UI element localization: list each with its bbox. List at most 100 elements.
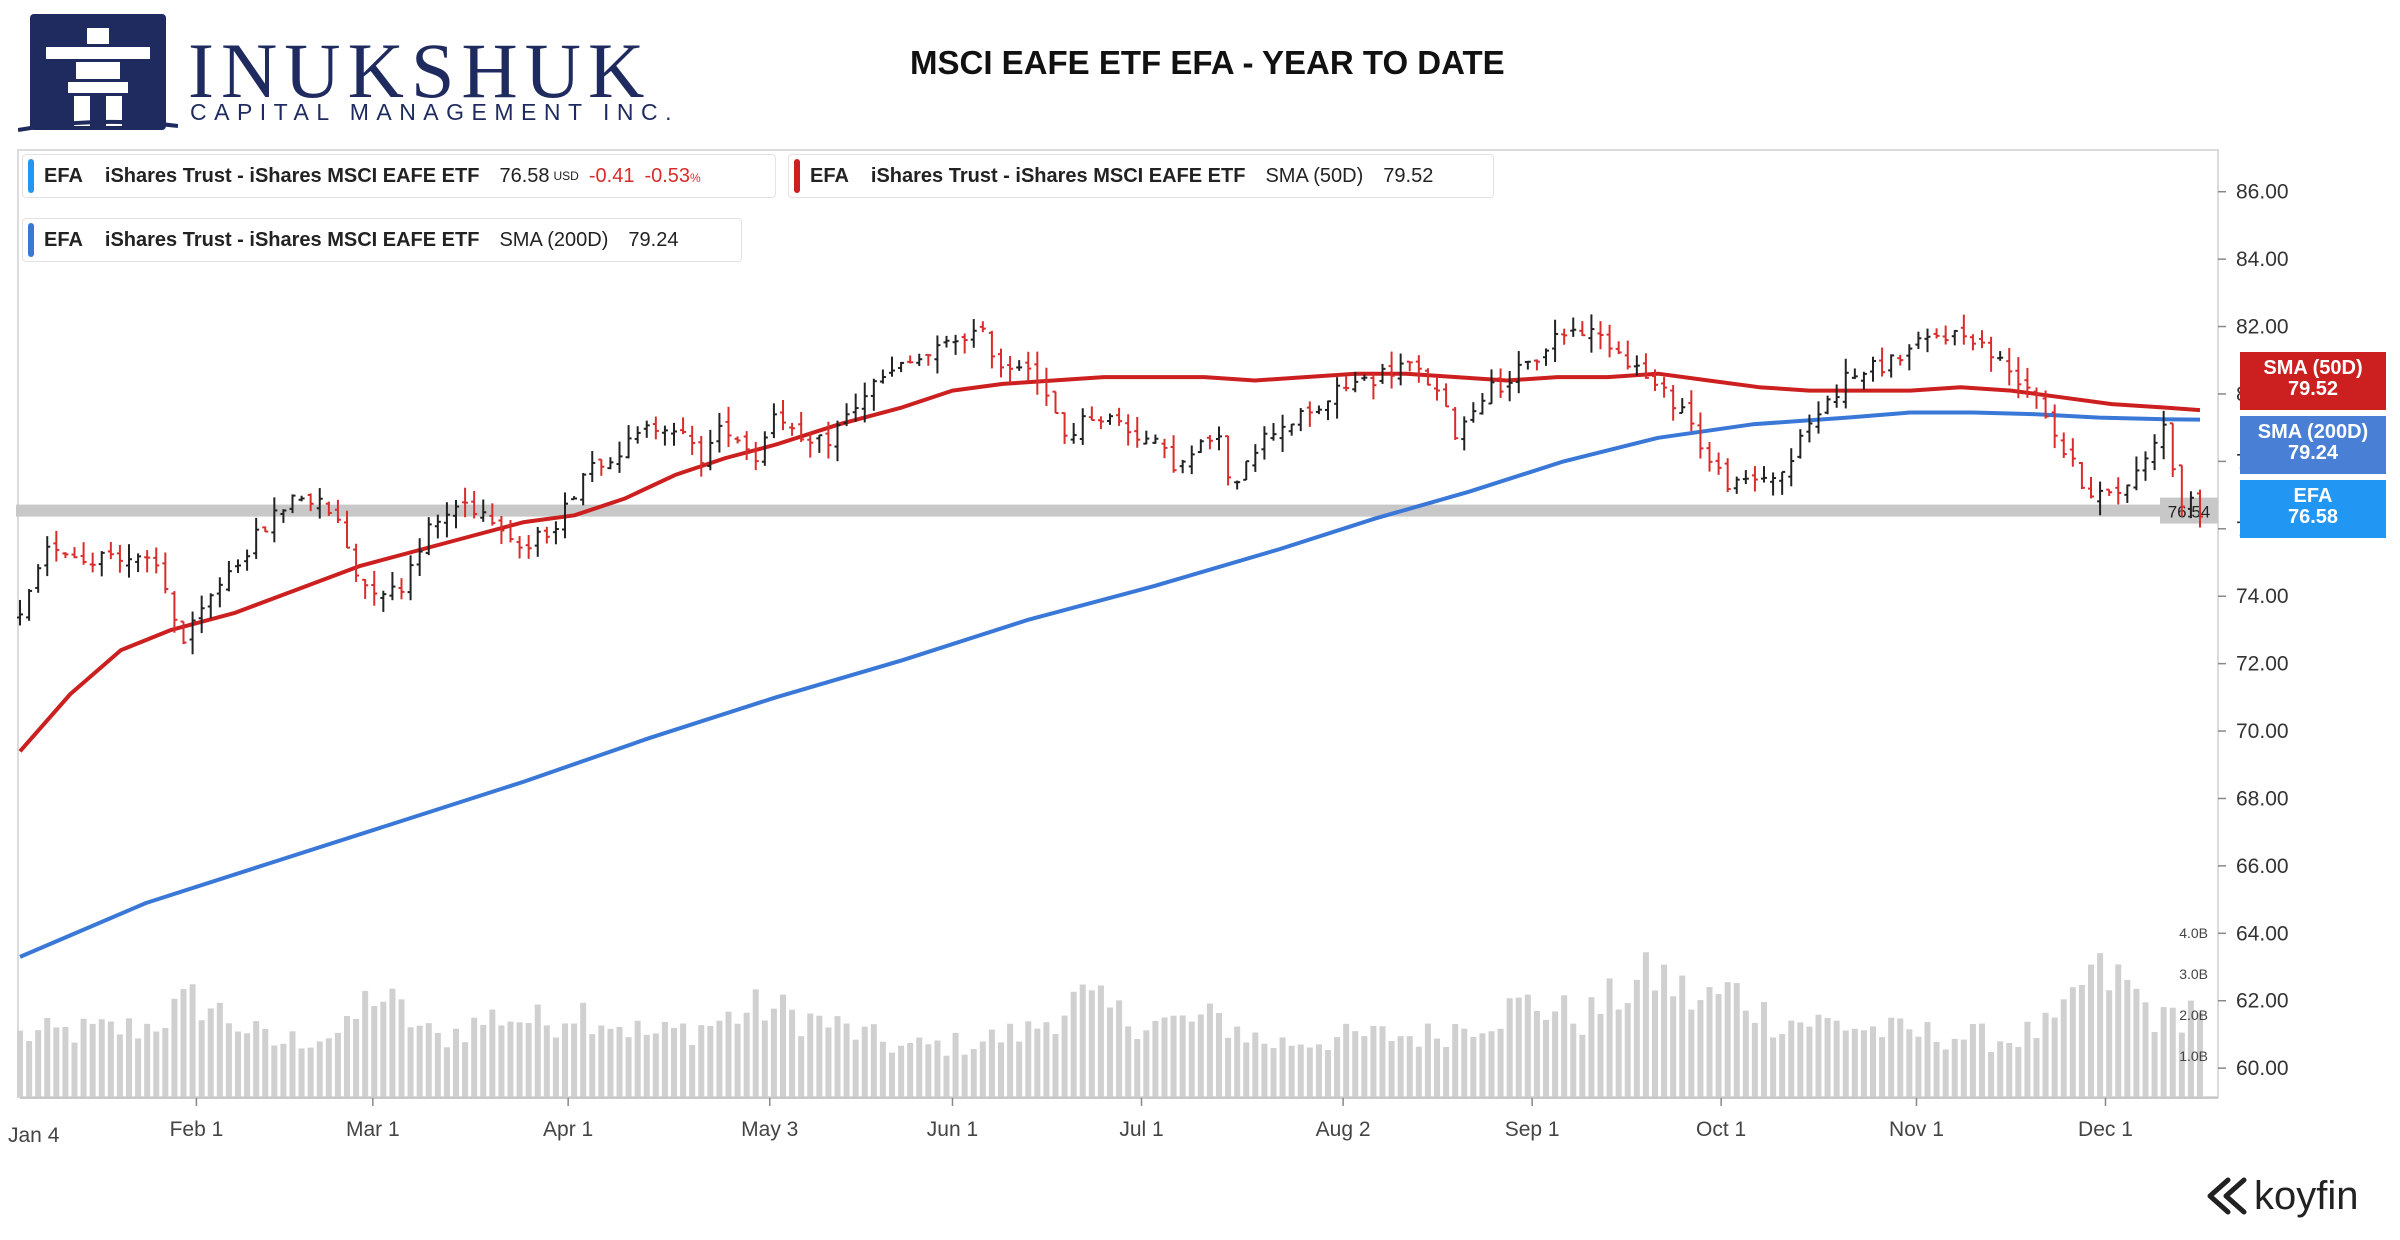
volume-bar	[1688, 1009, 1695, 1097]
reference-band	[16, 504, 2204, 517]
volume-bar	[1979, 1023, 1985, 1097]
volume-bar	[970, 1049, 977, 1097]
sma-line-path	[18, 371, 2201, 753]
volume-bar	[1815, 1014, 1822, 1097]
volume-axis: 1.0B 2.0B 3.0B 4.0B	[2179, 925, 2208, 1064]
volume-bar	[2133, 988, 2140, 1097]
volume-bar	[1597, 1013, 1604, 1097]
legend-indicator: SMA (200D)	[499, 228, 609, 251]
legend-unit: USD	[553, 169, 579, 183]
volume-bar	[2006, 1042, 2013, 1097]
volume-bar	[1761, 1002, 1767, 1097]
volume-bar	[235, 1031, 241, 1097]
volume-bar	[907, 1042, 914, 1097]
volume-bar	[1506, 998, 1513, 1097]
volume-bar	[616, 1026, 623, 1097]
volume-bar	[1470, 1036, 1477, 1097]
volume-bar	[1170, 1015, 1177, 1097]
y-tick-label: 66.00	[2236, 855, 2289, 878]
reference-label: 76.54	[2168, 503, 2211, 522]
volume-bar	[1515, 997, 1522, 1097]
volume-bar	[1706, 987, 1713, 1097]
volume-bar	[35, 1030, 42, 1097]
volume-bar	[325, 1038, 332, 1097]
volume-bar	[1116, 1000, 1123, 1097]
volume-bar	[198, 1020, 205, 1097]
volume-bar	[661, 1021, 668, 1097]
volume-bar	[2060, 999, 2067, 1097]
volume-bar	[98, 1019, 105, 1097]
volume-bar	[2033, 1038, 2040, 1097]
y-tick-label: 82.00	[2236, 316, 2289, 339]
volume-bar	[1306, 1047, 1313, 1097]
volume-bar	[2142, 1002, 2149, 1097]
legend-sma-200d[interactable]: EFA iShares Trust - iShares MSCI EAFE ET…	[22, 218, 742, 262]
volume-bar	[489, 1009, 496, 1097]
volume-bar	[652, 1033, 659, 1097]
volume-bar	[1225, 1037, 1232, 1097]
volume-bar	[1270, 1048, 1277, 1097]
volume-bar	[689, 1045, 696, 1097]
volume-bar	[1870, 1026, 1876, 1097]
volume-bar	[2160, 1007, 2167, 1097]
legend-efa-price[interactable]: EFA iShares Trust - iShares MSCI EAFE ET…	[22, 154, 776, 198]
volume-bar	[1397, 1036, 1404, 1097]
volume-bar	[552, 1037, 559, 1097]
volume-bar	[1742, 1010, 1749, 1097]
volume-bar	[2078, 984, 2085, 1097]
y-tick-label: 86.00	[2236, 181, 2289, 204]
volume-bar	[752, 989, 759, 1097]
volume-bar	[162, 1028, 169, 1097]
legend-change-pct-unit: %	[690, 170, 701, 185]
volume-bar	[1933, 1041, 1940, 1097]
volume-bar	[998, 1042, 1004, 1097]
volume-bar	[1824, 1018, 1831, 1097]
volume-bar	[1243, 1042, 1250, 1097]
volume-bar	[1779, 1034, 1786, 1097]
volume-bar	[734, 1023, 741, 1097]
volume-bar	[1343, 1023, 1350, 1097]
volume-bar	[471, 1017, 478, 1097]
volume-bar	[1406, 1036, 1413, 1097]
volume-bar	[870, 1024, 877, 1097]
logo-subtitle: CAPITAL MANAGEMENT INC.	[190, 99, 680, 125]
legend-sma-50d[interactable]: EFA iShares Trust - iShares MSCI EAFE ET…	[788, 154, 1494, 198]
volume-bar	[171, 998, 178, 1097]
volume-bar	[2097, 953, 2104, 1097]
volume-bar	[407, 1027, 414, 1097]
legend-name: iShares Trust - iShares MSCI EAFE ETF	[104, 228, 480, 251]
volume-bar	[1579, 1034, 1586, 1097]
volume-bar	[1533, 1011, 1540, 1097]
volume-bar	[53, 1027, 60, 1097]
volume-bar	[698, 1025, 705, 1097]
tag-label: SMA (50D)	[2263, 357, 2363, 379]
volume-bar	[380, 1001, 387, 1097]
volume-bar	[1361, 1036, 1368, 1097]
legend-name: iShares Trust - iShares MSCI EAFE ETF	[870, 164, 1246, 187]
volume-bar	[1479, 1033, 1486, 1097]
volume-bar	[716, 1020, 723, 1097]
legend-indicator: SMA (50D)	[1265, 164, 1364, 187]
volume-bar	[225, 1023, 232, 1097]
volume-bar	[1388, 1041, 1395, 1097]
volume-tick-label: 2.0B	[2179, 1007, 2208, 1023]
volume-bar	[1025, 1021, 1032, 1097]
volume-bar	[1334, 1037, 1341, 1097]
volume-bar	[1715, 994, 1722, 1097]
volume-bar	[1697, 1000, 1704, 1097]
volume-bar	[2106, 990, 2113, 1097]
volume-bar	[1879, 1037, 1886, 1097]
volume-bar	[1152, 1020, 1159, 1097]
volume-bar	[244, 1033, 251, 1097]
y-axis: 60.00 62.00 64.00 66.00 68.00 70.00 72.00 74.00…	[2218, 181, 2289, 1080]
volume-bar	[798, 1036, 805, 1097]
volume-bar	[1652, 990, 1658, 1097]
volume-tick-label: 1.0B	[2179, 1048, 2208, 1064]
volume-bar	[643, 1034, 650, 1097]
volume-bar	[1888, 1017, 1895, 1097]
x-tick-label: Oct 1	[1696, 1118, 1746, 1141]
legend-value: 76.58	[499, 164, 550, 187]
volume-bar	[1297, 1044, 1304, 1097]
volume-bar	[1452, 1023, 1459, 1097]
